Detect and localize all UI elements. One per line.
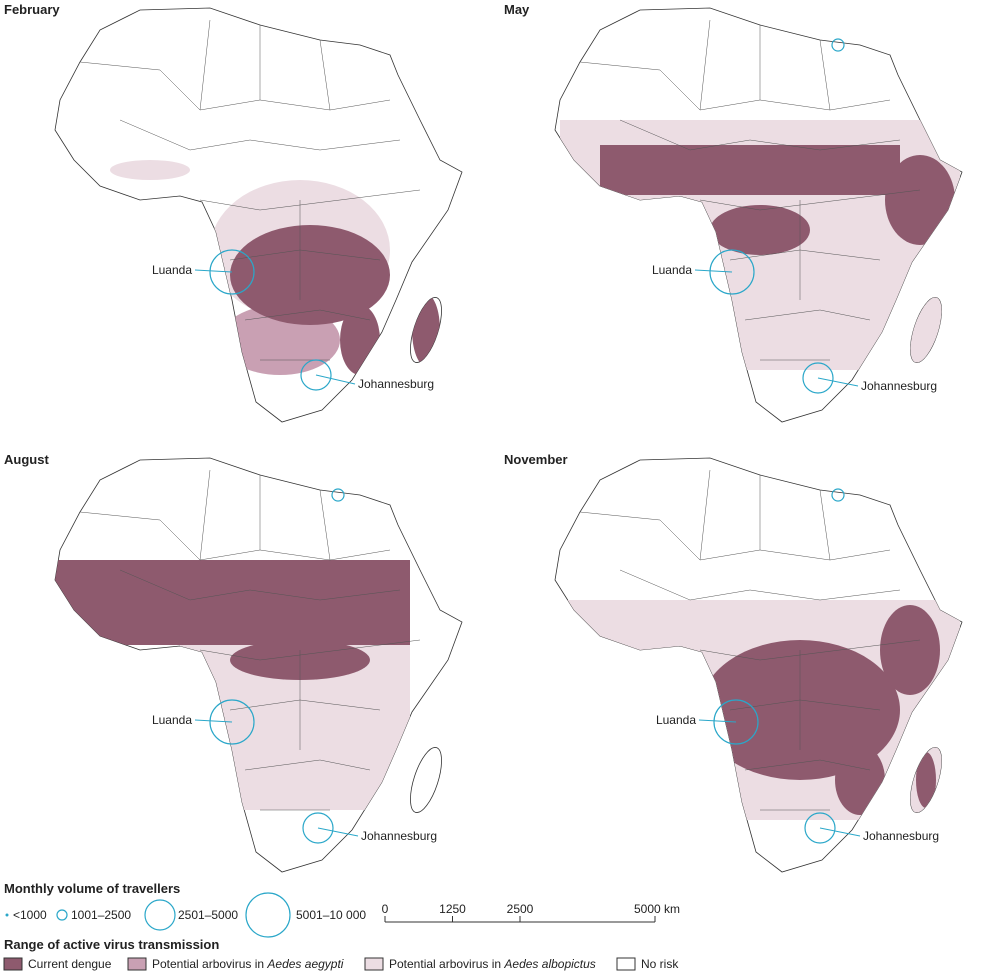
- map-panel: May Luanda Johannesburg: [504, 2, 962, 422]
- legend-item: No risk: [641, 957, 679, 971]
- legend-item: Potential arbovirus in Aedes albopictus: [389, 957, 596, 971]
- panel-title: August: [4, 452, 49, 467]
- legend-item: Potential arbovirus in Aedes aegypti: [152, 957, 344, 971]
- city-label: Johannesburg: [863, 829, 939, 843]
- panel-title: May: [504, 2, 530, 17]
- legend-item: 5001–10 000: [296, 908, 366, 922]
- scale-label: 5000 km: [634, 902, 680, 916]
- legend-item: Current dengue: [28, 957, 112, 971]
- legend: Monthly volume of travellers <1000 1001–…: [3, 881, 679, 971]
- scale-label: 2500: [507, 902, 534, 916]
- map-panel: August Luanda Johannesburg: [4, 452, 462, 872]
- city-label: Luanda: [152, 713, 192, 727]
- city-label: Luanda: [152, 263, 192, 277]
- panel-title: February: [4, 2, 60, 17]
- legend-item: <1000: [13, 908, 47, 922]
- panel-title: November: [504, 452, 568, 467]
- city-label: Luanda: [652, 263, 692, 277]
- legend-item: 1001–2500: [71, 908, 131, 922]
- city-label: Johannesburg: [358, 377, 434, 391]
- legend-title: Range of active virus transmission: [4, 937, 219, 952]
- map-panel: November Luanda Johannesburg: [504, 452, 962, 872]
- city-label: Johannesburg: [361, 829, 437, 843]
- scale-bar: 0 1250 2500 5000 km: [382, 902, 680, 923]
- legend-title: Monthly volume of travellers: [4, 881, 180, 896]
- scale-label: 1250: [439, 902, 466, 916]
- legend-item: 2501–5000: [178, 908, 238, 922]
- city-label: Luanda: [656, 713, 696, 727]
- city-label: Johannesburg: [861, 379, 937, 393]
- scale-label: 0: [382, 902, 389, 916]
- map-panel: February Luanda Johannesburg: [4, 2, 462, 422]
